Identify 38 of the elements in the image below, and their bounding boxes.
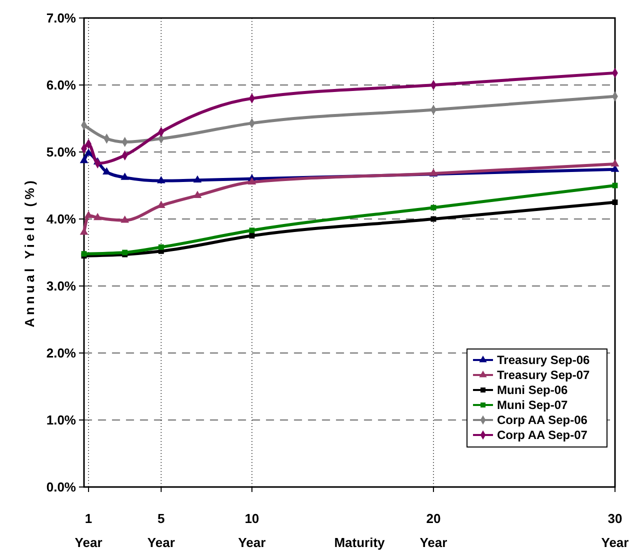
point — [249, 228, 255, 234]
point — [430, 204, 436, 210]
y-tick-label: 6.0% — [46, 78, 76, 93]
legend-label: Treasury Sep-06 — [497, 353, 590, 368]
y-tick-label: 5.0% — [46, 144, 76, 160]
x-tick-label: 20 Year — [420, 511, 448, 550]
point — [610, 159, 620, 166]
point — [156, 176, 166, 184]
x-tick-label: 5 Year — [147, 511, 175, 550]
y-axis-title: Annual Yield (%) — [22, 178, 37, 328]
y-tick-label: 4.0% — [46, 212, 76, 227]
point — [158, 244, 164, 250]
legend-label: Corp AA Sep-06 — [497, 413, 588, 428]
x-tick-label: 10 Year — [238, 511, 266, 550]
legend-label: Treasury Sep-07 — [497, 368, 590, 382]
x-tick-label: 1 Year — [74, 511, 102, 550]
point — [249, 233, 255, 238]
point — [193, 175, 202, 183]
y-tick-label: 0.0% — [46, 480, 76, 495]
y-tick-label: 7.0% — [46, 10, 76, 26]
point — [84, 210, 93, 218]
point — [80, 156, 88, 164]
y-tick-label: 3.0% — [46, 278, 76, 294]
legend-label: Muni Sep-06 — [497, 383, 568, 398]
point — [120, 216, 130, 223]
point — [80, 228, 88, 235]
x-axis-title: Maturity — [334, 535, 386, 550]
y-tick-label: 2.0% — [46, 346, 76, 361]
point — [193, 190, 202, 198]
point — [612, 200, 618, 205]
y-tick-label: 1.0% — [46, 412, 76, 428]
x-tick-label: 30 Year — [601, 511, 629, 550]
legend-label: Muni Sep-07 — [497, 398, 568, 412]
point — [248, 177, 256, 185]
point — [120, 172, 130, 180]
point — [430, 216, 436, 222]
point — [93, 212, 102, 220]
legend-label: Corp AA Sep-07 — [497, 428, 588, 442]
